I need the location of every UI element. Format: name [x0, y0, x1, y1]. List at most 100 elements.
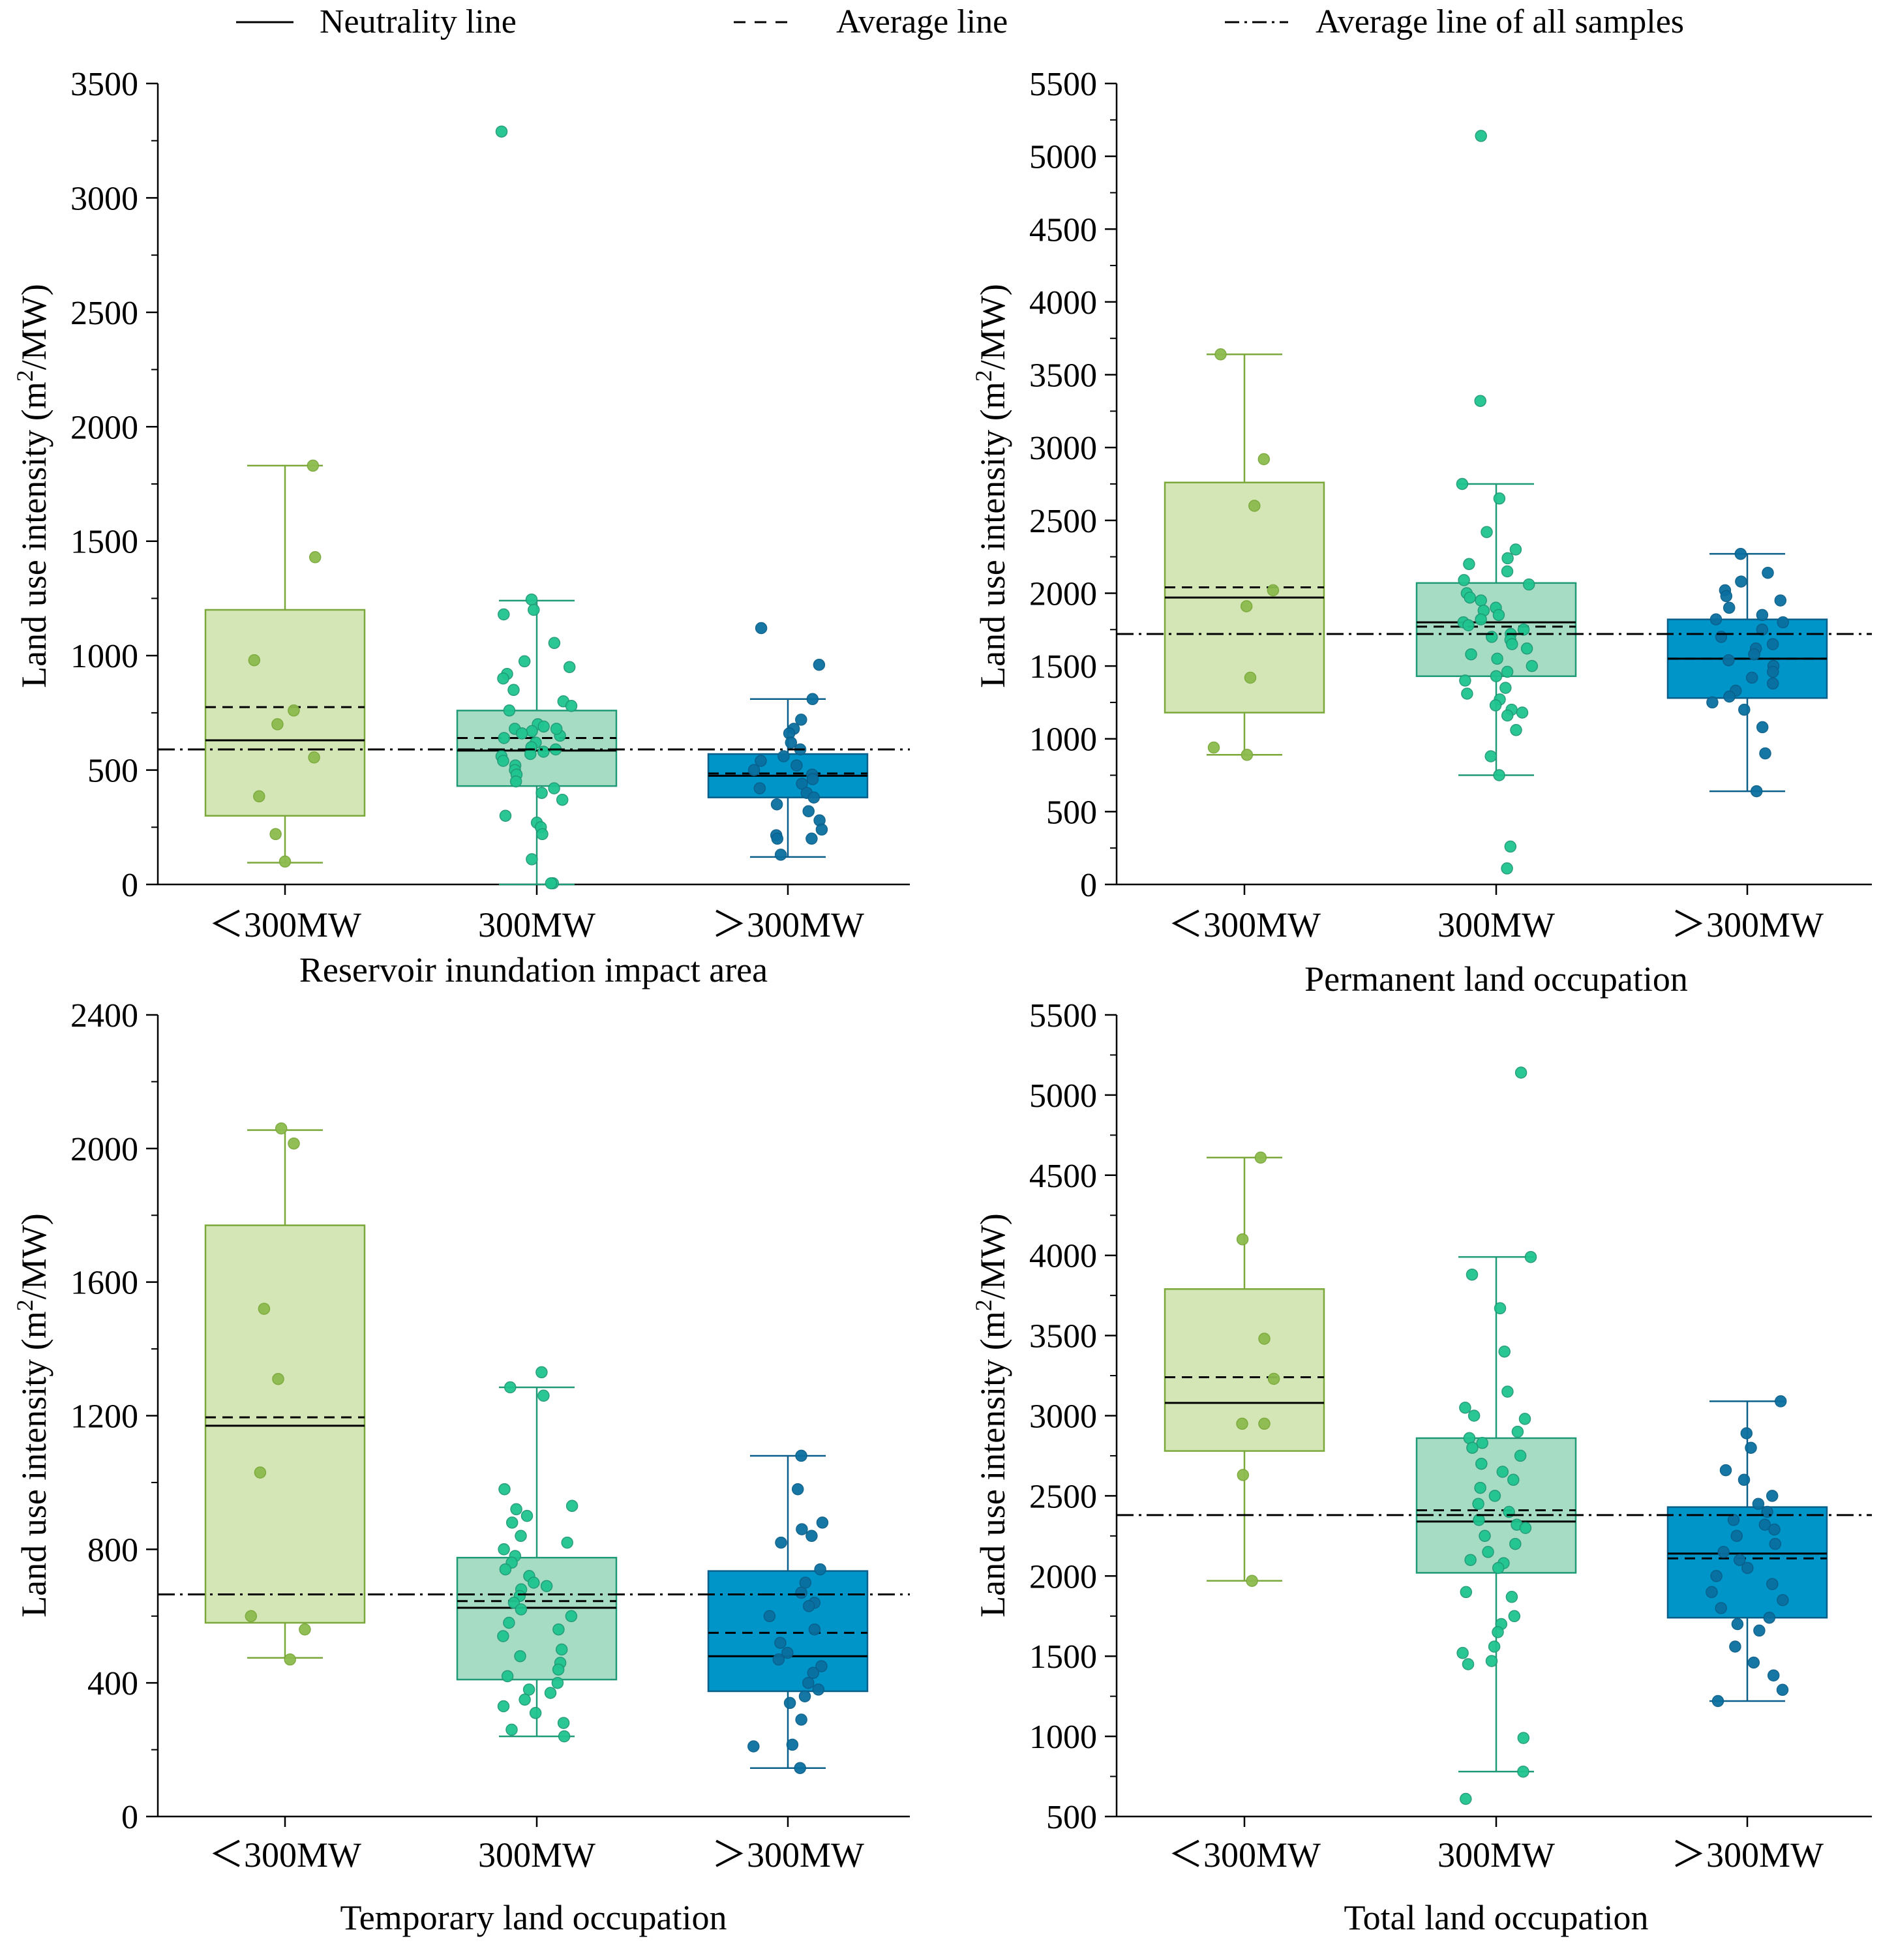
- box-group-300MW: [456, 1366, 618, 1743]
- data-point: [540, 1580, 553, 1592]
- data-point: [1479, 1530, 1491, 1543]
- data-point: [1462, 1658, 1475, 1670]
- legend-neutrality-label: Neutrality line: [320, 3, 517, 40]
- data-point: [507, 684, 520, 697]
- data-point: [785, 736, 798, 749]
- y-tick-label: 5000: [1029, 1078, 1097, 1115]
- box-iqr: [707, 1570, 869, 1693]
- data-point: [248, 654, 261, 667]
- data-point: [1729, 1640, 1741, 1653]
- data-point: [519, 1693, 531, 1706]
- data-point: [1501, 552, 1514, 565]
- x-tick-label: 300MW: [1437, 905, 1555, 944]
- data-point: [1494, 1302, 1507, 1315]
- data-point: [1715, 1602, 1727, 1614]
- data-point: [509, 775, 522, 788]
- data-point: [1763, 1611, 1776, 1624]
- panel-title: Total land occupation: [1344, 1898, 1648, 1937]
- data-point: [1482, 1546, 1494, 1558]
- y-tick-label: 3000: [1029, 1398, 1097, 1436]
- box-group->300MW: [707, 1449, 869, 1774]
- data-point: [1514, 1449, 1527, 1462]
- data-point: [1248, 500, 1261, 512]
- data-point: [308, 751, 320, 764]
- data-point: [781, 1646, 794, 1659]
- data-point: [557, 1717, 570, 1729]
- data-point: [495, 125, 508, 138]
- data-point: [1258, 1417, 1271, 1430]
- data-point: [1496, 1466, 1509, 1478]
- data-point: [783, 1696, 796, 1710]
- y-tick-label: 5000: [1029, 139, 1097, 176]
- data-point: [1706, 696, 1719, 709]
- box-group-300MW: [456, 125, 618, 890]
- y-tick-label: 500: [1046, 1799, 1097, 1836]
- data-point: [755, 755, 767, 767]
- data-point: [813, 658, 826, 671]
- y-tick-label: 500: [87, 753, 138, 790]
- data-point: [1485, 1655, 1498, 1667]
- data-point: [1464, 591, 1476, 604]
- y-tick-label: 2000: [1029, 575, 1097, 612]
- data-point: [1731, 1618, 1744, 1631]
- data-point: [1464, 1554, 1477, 1566]
- data-point: [1467, 1410, 1481, 1422]
- data-point: [1258, 1333, 1271, 1345]
- data-point: [1465, 648, 1477, 661]
- box-group->300MW: [707, 622, 869, 861]
- data-point: [812, 1683, 825, 1696]
- data-point: [1759, 747, 1771, 760]
- y-tick-label: 1000: [70, 638, 138, 675]
- data-point: [505, 1516, 519, 1529]
- panel-temporary-land: 0 400 800 1200 1600 2000 2400 ＜300MW 300MW ＞300MW…: [12, 997, 910, 1937]
- data-point: [1735, 575, 1747, 588]
- y-tick-label: 4500: [1029, 1158, 1097, 1195]
- box-group-<300MW: [1164, 348, 1325, 761]
- data-point: [1476, 1437, 1488, 1449]
- data-point: [790, 759, 803, 772]
- data-point: [528, 603, 540, 616]
- data-point: [1768, 1523, 1781, 1536]
- data-point: [525, 593, 538, 606]
- data-point: [258, 1303, 271, 1315]
- data-point: [1711, 1695, 1724, 1708]
- data-point: [308, 551, 322, 564]
- data-point: [269, 828, 282, 841]
- data-point: [1758, 1518, 1771, 1531]
- data-point: [1466, 1268, 1479, 1281]
- data-point: [271, 718, 284, 731]
- data-point: [1475, 594, 1487, 607]
- y-tick-label: 3500: [70, 66, 138, 103]
- data-point: [1501, 565, 1514, 578]
- data-point: [515, 1530, 527, 1543]
- data-point: [1741, 1561, 1754, 1575]
- y-tick-label: 500: [1046, 794, 1097, 831]
- data-point: [497, 1630, 509, 1642]
- data-point: [1474, 395, 1486, 407]
- y-tick-label: 2000: [1029, 1558, 1097, 1595]
- data-point: [1519, 1522, 1532, 1534]
- data-point: [526, 853, 538, 866]
- data-point: [1475, 130, 1487, 142]
- data-point: [499, 1563, 512, 1576]
- data-point: [1466, 1441, 1479, 1454]
- data-point: [1723, 690, 1736, 703]
- box-iqr: [1415, 582, 1577, 677]
- data-point: [1461, 687, 1473, 700]
- data-point: [1756, 721, 1769, 734]
- data-point: [504, 1381, 517, 1394]
- data-point: [1488, 1490, 1501, 1502]
- data-point: [795, 1713, 807, 1726]
- data-point: [770, 798, 783, 811]
- box-group-<300MW: [1164, 1151, 1325, 1587]
- box-group-<300MW: [204, 1122, 366, 1666]
- data-point: [497, 672, 509, 685]
- data-point: [253, 790, 265, 803]
- data-point: [545, 877, 558, 890]
- data-point: [1460, 1586, 1473, 1599]
- data-point: [1257, 453, 1271, 466]
- data-point: [1517, 1765, 1529, 1778]
- data-point: [529, 1707, 542, 1719]
- data-point: [815, 823, 828, 836]
